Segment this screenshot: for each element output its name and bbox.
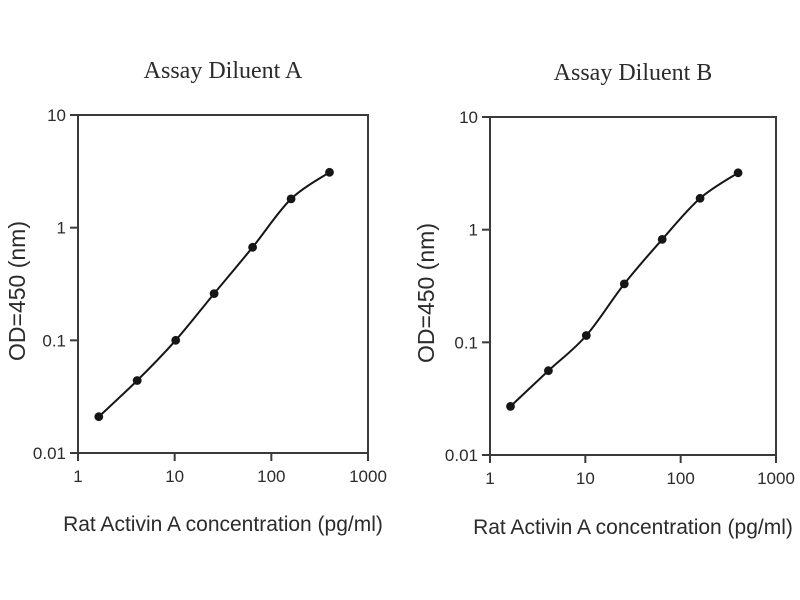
x-axis-label-a: Rat Activin A concentration (pg/ml)	[63, 513, 383, 536]
x-tick-label: 100	[666, 469, 694, 488]
x-tick-label: 10	[576, 469, 595, 488]
data-point-marker	[544, 366, 553, 376]
data-point-marker	[733, 168, 743, 178]
plot-area-assay-diluent-a: 1 10 100 1000 10 1 0.1 0.01	[33, 106, 387, 486]
x-tick-label: 1000	[757, 469, 795, 488]
plot-area-assay-diluent-b: 1 10 100 1000 10 1 0.1 0.01	[445, 108, 795, 488]
x-axis-label-b: Rat Activin A concentration (pg/ml)	[473, 516, 793, 539]
chart-title-a: Assay Diluent A	[143, 58, 303, 84]
plot-border	[489, 116, 777, 456]
data-point-marker	[132, 376, 142, 385]
data-point-marker	[325, 167, 334, 177]
plot-border	[77, 114, 369, 454]
y-tick-label: 1	[469, 221, 478, 240]
data-point-marker	[286, 194, 296, 204]
data-point-marker	[657, 235, 667, 244]
data-point-marker	[248, 242, 257, 252]
y-tick-label: 10	[459, 108, 478, 127]
x-tick-label: 1	[73, 467, 82, 486]
data-point-marker	[209, 289, 219, 298]
data-point-marker	[171, 335, 181, 345]
x-tick-label: 100	[257, 467, 285, 486]
y-tick-label: 0.01	[33, 444, 66, 463]
y-tick-label: 0.1	[42, 331, 66, 350]
data-point-marker	[506, 402, 515, 411]
data-point-marker	[94, 412, 104, 422]
y-tick-label: 0.01	[445, 446, 478, 465]
x-tick-label: 10	[165, 467, 184, 486]
x-tick-label: 1000	[349, 467, 387, 486]
data-point-marker	[581, 331, 591, 340]
y-tick-label: 1	[57, 219, 66, 238]
y-tick-label: 10	[47, 106, 66, 125]
chart-title-b: Assay Diluent B	[553, 60, 713, 86]
y-tick-label: 0.1	[454, 333, 478, 352]
x-tick-label: 1	[485, 469, 494, 488]
data-point-marker	[619, 279, 629, 289]
data-point-marker	[695, 193, 705, 203]
